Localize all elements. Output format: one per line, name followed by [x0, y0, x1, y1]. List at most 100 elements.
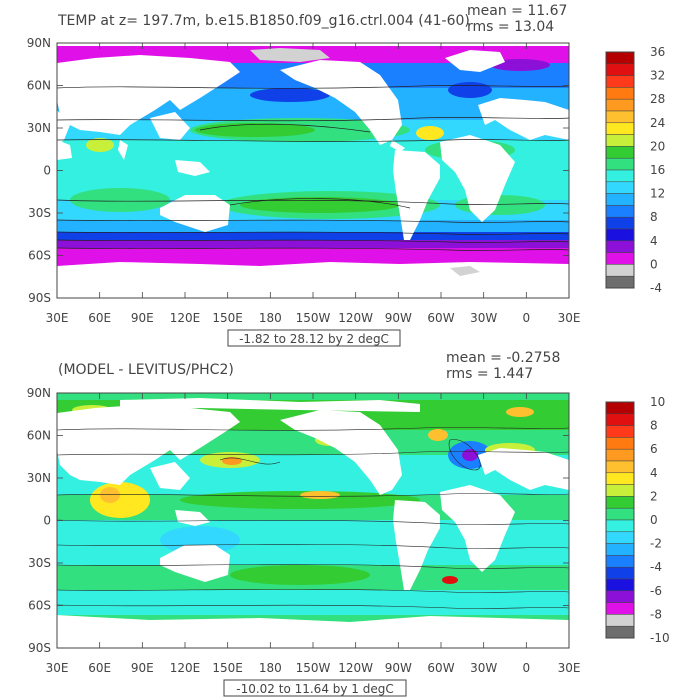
mean-label: mean = -0.2758: [446, 350, 560, 366]
x-tick-label: 120W: [338, 661, 373, 675]
colorbar-swatch: [605, 578, 635, 592]
colorbar-swatch: [605, 531, 635, 544]
colorbar-label: 16: [650, 163, 665, 177]
range-note-box: [223, 679, 407, 697]
colorbar-swatch: [605, 625, 635, 639]
colorbar-swatch: [605, 507, 635, 521]
top-panel: TEMP at z= 197.7m, b.e15.B1850.f09_g16.c…: [27, 3, 665, 347]
contour-lines: [57, 85, 569, 251]
colorbar-swatch: [605, 75, 635, 88]
colorbar-swatch: [605, 63, 635, 76]
x-tick-label: 90E: [131, 311, 154, 325]
colorbar-swatch: [605, 228, 635, 242]
colorbar: 36 32 28 24 20 16 12 8 4 0 -4: [605, 45, 665, 295]
y-tick-label: 90S: [28, 641, 51, 655]
colorbar-label: 36: [650, 45, 665, 59]
y-tick-label: 30N: [27, 471, 51, 485]
colorbar-label: -10: [650, 631, 670, 645]
y-tick-label: 60S: [28, 249, 51, 263]
rms-label: rms = 13.04: [467, 19, 554, 35]
colorbar-swatch: [605, 264, 635, 277]
colorbar-swatch: [605, 146, 635, 159]
colorbar-swatch: [605, 134, 635, 147]
bottom-panel: (MODEL - LEVITUS/PHC2) mean = -0.2758 rm…: [27, 350, 670, 697]
x-tick-label: 60W: [427, 311, 454, 325]
y-tick-label: 90S: [28, 291, 51, 305]
colorbar-swatch: [605, 87, 635, 100]
colorbar-swatch: [605, 496, 635, 509]
colorbar-label: 10: [650, 395, 665, 409]
mean-label: mean = 11.67: [467, 3, 567, 19]
colorbar-swatch: [605, 460, 635, 474]
range-note: -1.82 to 28.12 by 2 degC: [239, 332, 389, 346]
colorbar-swatch: [605, 448, 635, 462]
y-tick-label: 60N: [27, 79, 51, 93]
colorbar-swatch: [605, 555, 635, 568]
contour-lines: [57, 427, 569, 609]
range-note-box: [227, 329, 401, 347]
colorbar-swatch: [605, 51, 635, 65]
colorbar-label: -4: [650, 281, 662, 295]
colorbar-swatch: [605, 437, 635, 450]
y-tick-label: 60N: [27, 429, 51, 443]
colorbar-swatch: [605, 519, 635, 533]
colorbar-label: 0: [650, 257, 658, 271]
map-field: [57, 393, 569, 648]
x-tick-label: 60E: [88, 661, 111, 675]
x-tick-label: 60W: [427, 661, 454, 675]
colorbar-label: -6: [650, 584, 662, 598]
colorbar-swatch: [605, 425, 635, 438]
colorbar-swatch: [605, 590, 635, 603]
x-tick-label: 90W: [385, 311, 412, 325]
colorbar-label: -4: [650, 560, 662, 574]
x-tick-label: 150W: [296, 311, 331, 325]
y-tick-label: 0: [43, 164, 51, 178]
colorbar-swatch: [605, 169, 635, 183]
colorbar-label: 4: [650, 466, 658, 480]
x-tick-label: 150E: [212, 661, 243, 675]
x-tick-label: 30W: [470, 661, 497, 675]
y-tick-label: 90N: [27, 386, 51, 400]
colorbar-label: -8: [650, 607, 662, 621]
colorbar-swatch: [605, 472, 635, 485]
y-tick-label: 60S: [28, 599, 51, 613]
panel-title: (MODEL - LEVITUS/PHC2): [58, 362, 234, 378]
colorbar-swatch: [605, 157, 635, 171]
colorbar-swatch: [605, 566, 635, 580]
x-tick-label: 150W: [296, 661, 331, 675]
y-tick-label: 90N: [27, 36, 51, 50]
y-tick-label: 30S: [28, 206, 51, 220]
x-tick-label: 150E: [212, 311, 243, 325]
x-tick-label: 60E: [88, 311, 111, 325]
x-tick-label: 180: [259, 311, 282, 325]
colorbar-label: -2: [650, 537, 662, 551]
x-tick-label: 30E: [558, 661, 581, 675]
colorbar-label: 24: [650, 116, 665, 130]
x-tick-label: 90W: [385, 661, 412, 675]
colorbar: 10 8 6 4 2 0 -2 -4 -6 -8 -10: [605, 395, 670, 645]
x-tick-label: 90E: [131, 661, 154, 675]
x-tick-label: 30E: [558, 311, 581, 325]
colorbar-swatch: [605, 602, 635, 615]
colorbar-swatch: [605, 216, 635, 230]
colorbar-swatch: [605, 413, 635, 426]
map-field: [57, 43, 569, 298]
x-tick-label: 30E: [46, 311, 69, 325]
range-note: -10.02 to 11.64 by 1 degC: [236, 682, 394, 696]
colorbar-swatch: [605, 205, 635, 218]
panel-title: TEMP at z= 197.7m, b.e15.B1850.f09_g16.c…: [57, 13, 470, 29]
colorbar-label: 8: [650, 210, 658, 224]
colorbar-label: 32: [650, 69, 665, 83]
colorbar-swatch: [605, 275, 635, 289]
colorbar-swatch: [605, 401, 635, 415]
colorbar-swatch: [605, 614, 635, 627]
colorbar-swatch: [605, 252, 635, 265]
colorbar-label: 6: [650, 442, 658, 456]
colorbar-swatch: [605, 484, 635, 497]
colorbar-label: 0: [650, 513, 658, 527]
colorbar-label: 28: [650, 92, 665, 106]
colorbar-swatch: [605, 110, 635, 124]
x-tick-label: 0: [523, 311, 531, 325]
x-tick-label: 30E: [46, 661, 69, 675]
